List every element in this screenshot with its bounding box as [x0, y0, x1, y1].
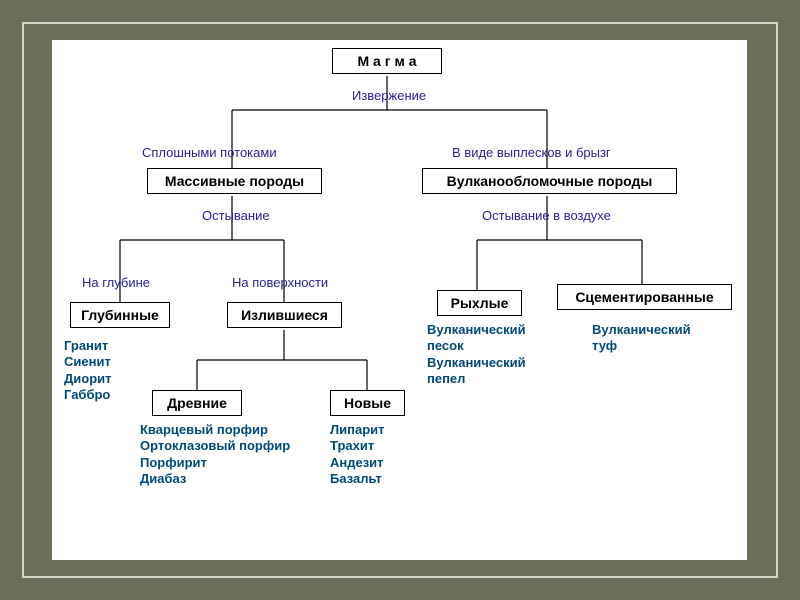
edge-label-flows: Сплошными потоками — [142, 145, 277, 160]
examples-new: ЛипаритТрахитАндезитБазальт — [330, 422, 385, 487]
node-root: М а г м а — [332, 48, 442, 74]
diagram-canvas: М а г м а Массивные породы Вулканообломо… — [52, 40, 747, 560]
node-new: Новые — [330, 390, 405, 416]
edge-label-at-depth: На глубине — [82, 275, 150, 290]
examples-deep: ГранитСиенитДиоритГаббро — [64, 338, 112, 403]
node-effusive: Излившиеся — [227, 302, 342, 328]
examples-loose: ВулканическийпесокВулканическийпепел — [427, 322, 526, 387]
node-loose: Рыхлые — [437, 290, 522, 316]
examples-ancient: Кварцевый порфирОртоклазовый порфирПорфи… — [140, 422, 290, 487]
edge-label-cooling-air: Остывание в воздухе — [482, 208, 611, 223]
node-massive: Массивные породы — [147, 168, 322, 194]
node-cemented: Сцементированные — [557, 284, 732, 310]
edge-label-at-surface: На поверхности — [232, 275, 328, 290]
edge-label-cooling: Остывание — [202, 208, 270, 223]
node-deep: Глубинные — [70, 302, 170, 328]
node-ancient: Древние — [152, 390, 242, 416]
edge-label-eruption: Извержение — [352, 88, 426, 103]
examples-cemented: Вулканическийтуф — [592, 322, 691, 355]
edge-label-splashes: В виде выплесков и брызг — [452, 145, 611, 160]
node-volclast: Вулканообломочные породы — [422, 168, 677, 194]
